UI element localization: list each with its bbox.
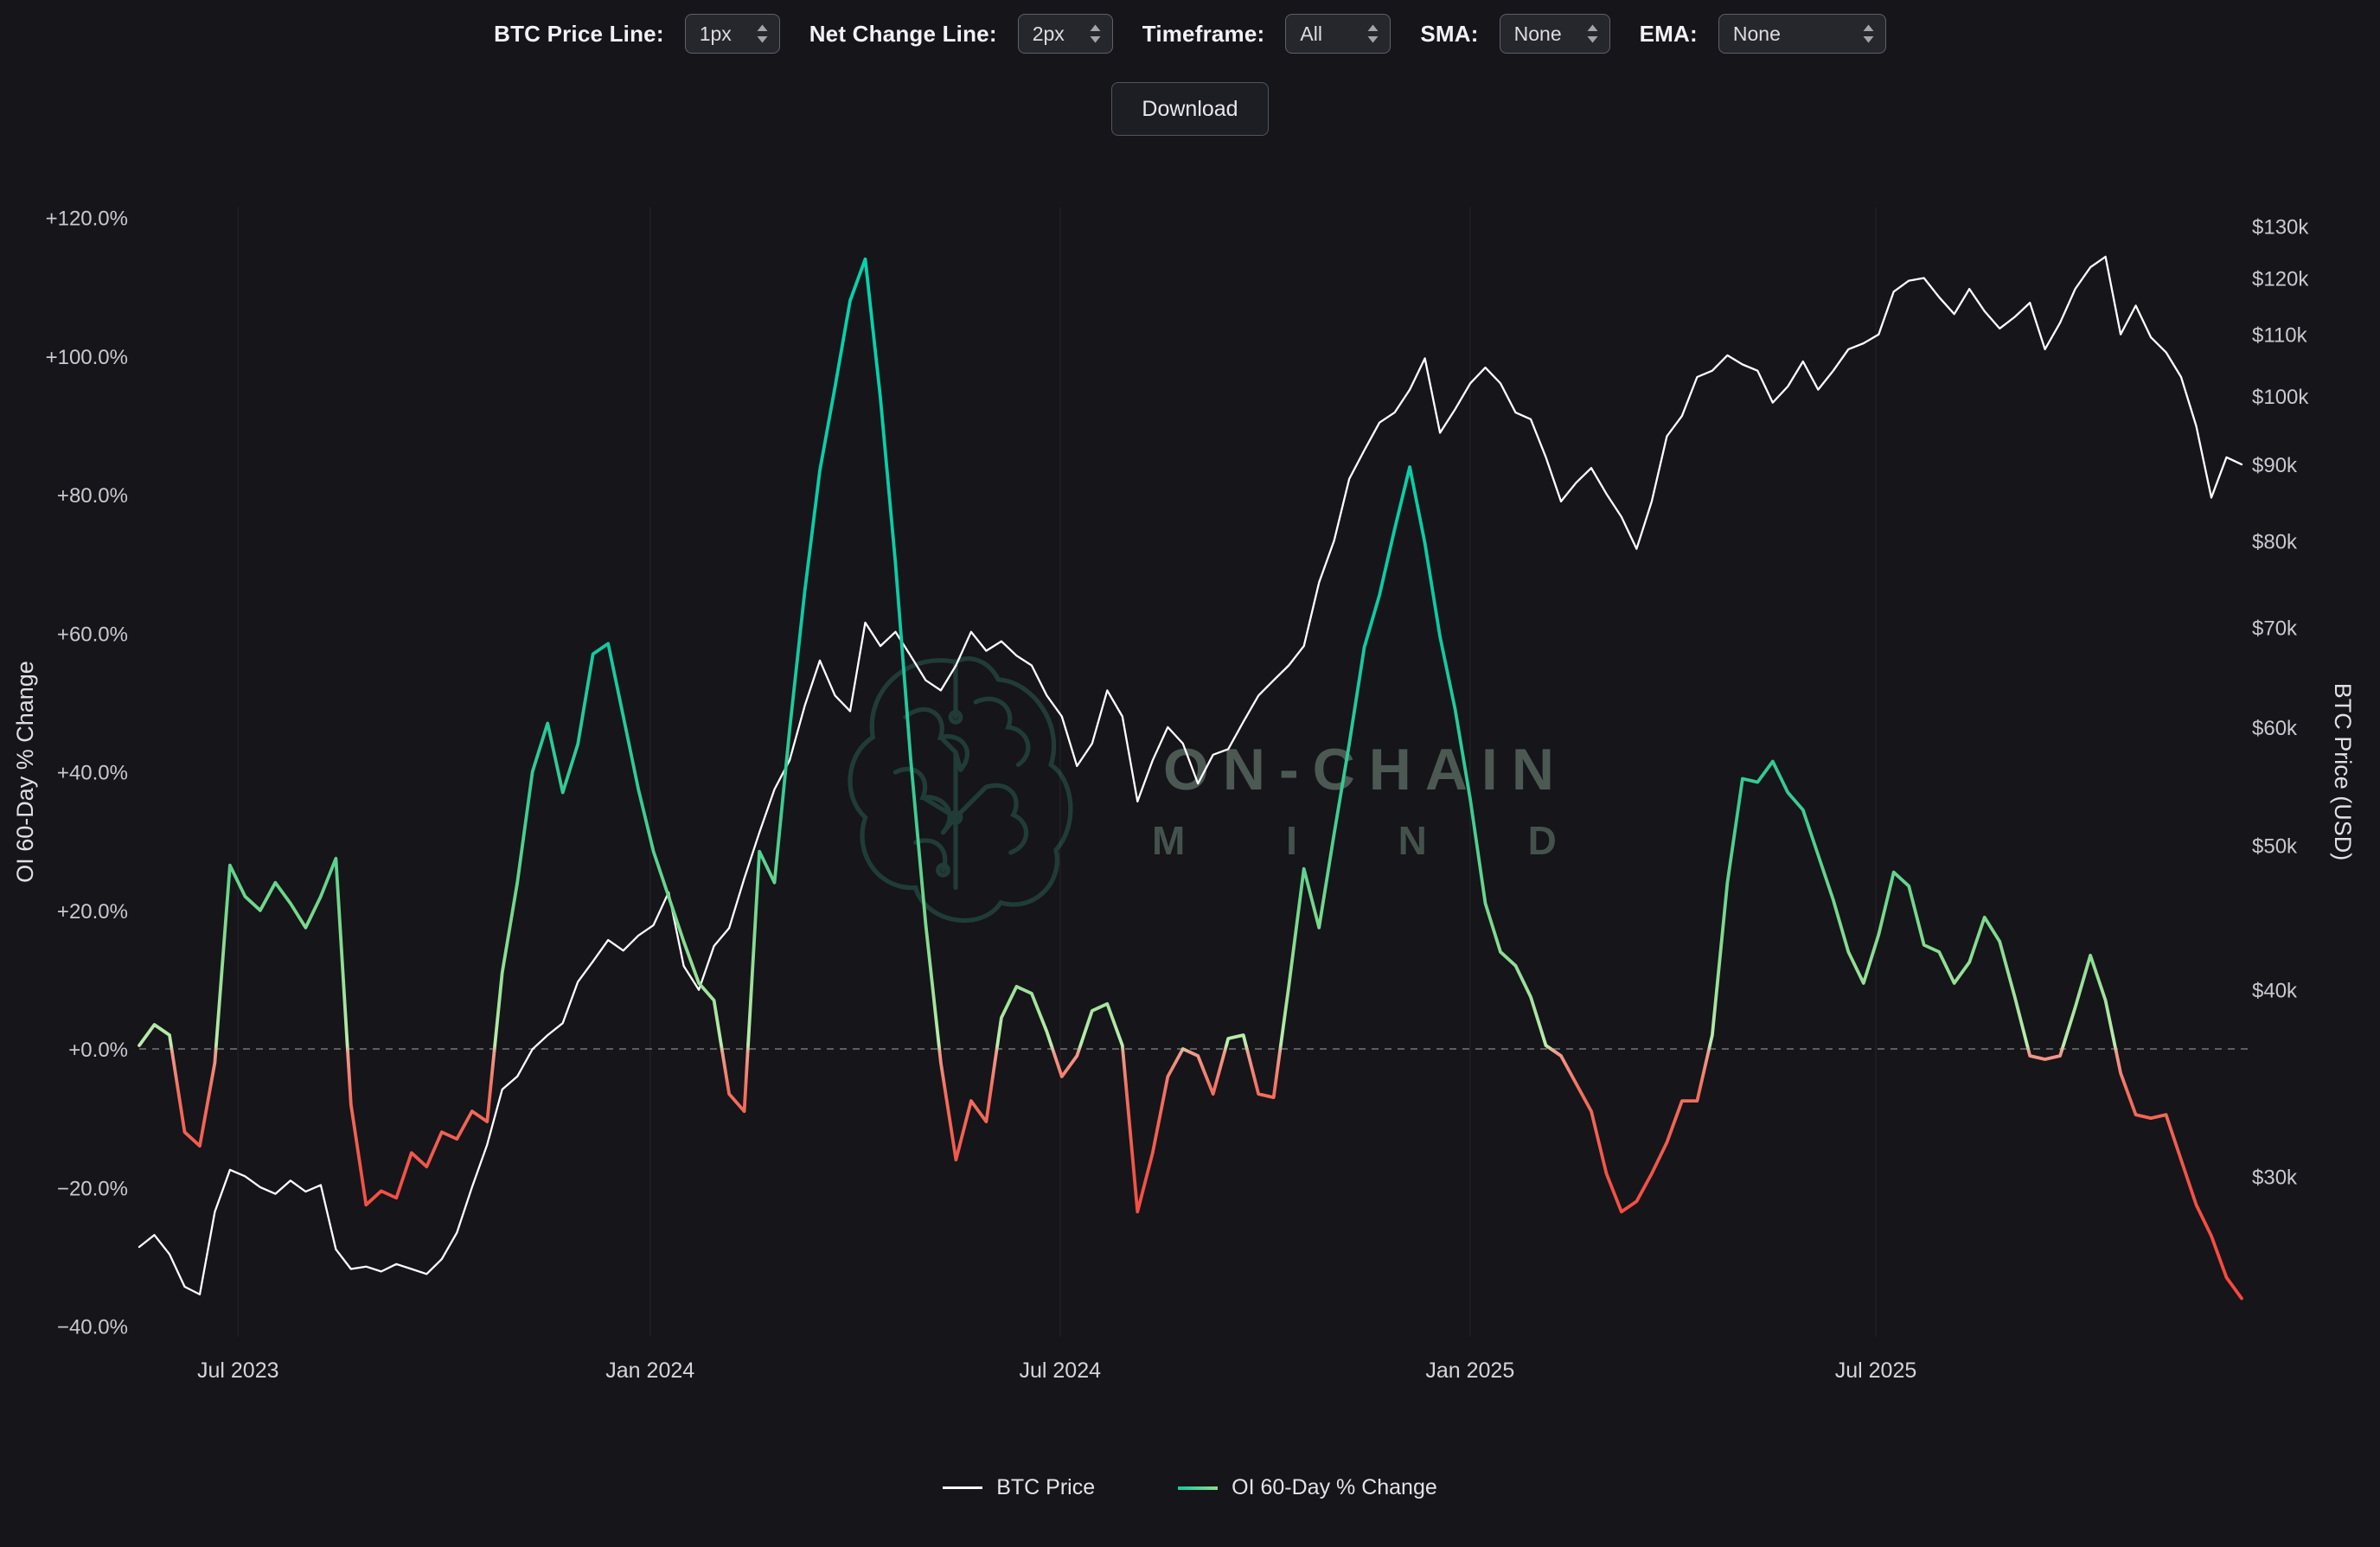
right-axis-tick: $100k xyxy=(2252,386,2309,409)
select-chevrons-icon xyxy=(1862,23,1875,44)
right-axis-tick: $80k xyxy=(2252,530,2298,553)
right-axis-title: BTC Price (USD) xyxy=(2330,683,2356,861)
left-axis-tick: +80.0% xyxy=(57,484,128,508)
left-axis-tick: +20.0% xyxy=(57,900,128,924)
left-axis-tick: +100.0% xyxy=(46,346,128,369)
legend-item-btc-price[interactable]: BTC Price xyxy=(943,1475,1095,1500)
btc-price-line-label: BTC Price Line: xyxy=(494,20,664,47)
right-axis-tick: $90k xyxy=(2252,454,2298,477)
select-chevrons-icon xyxy=(1366,23,1379,44)
x-axis-tick: Jul 2024 xyxy=(1020,1358,1102,1383)
oi-change-line xyxy=(138,257,2243,1301)
select-chevrons-icon xyxy=(1586,23,1599,44)
net-change-line-value: 2px xyxy=(1032,22,1065,45)
control-ema: EMA: None xyxy=(1640,14,1886,54)
right-axis-tick: $30k xyxy=(2252,1166,2298,1189)
left-axis-tick: +60.0% xyxy=(57,623,128,646)
sma-label: SMA: xyxy=(1420,20,1479,47)
legend-item-oi-change[interactable]: OI 60-Day % Change xyxy=(1178,1475,1437,1500)
left-axis-tick: −20.0% xyxy=(57,1177,128,1200)
right-axis-tick: $70k xyxy=(2252,617,2298,640)
x-axis-tick: Jul 2023 xyxy=(197,1358,279,1383)
timeframe-label: Timeframe: xyxy=(1142,20,1265,47)
btc-price-line-value: 1px xyxy=(699,22,732,45)
x-axis-tick: Jan 2024 xyxy=(605,1358,694,1383)
left-axis-tick: +40.0% xyxy=(57,762,128,785)
btc-price-line-select[interactable]: 1px xyxy=(684,14,780,54)
chart-controls-toolbar: BTC Price Line: 1px Net Change Line: 2px… xyxy=(0,14,2380,54)
legend-label-oi: OI 60-Day % Change xyxy=(1232,1475,1437,1499)
net-change-line-label: Net Change Line: xyxy=(809,20,997,47)
x-axis-tick: Jul 2025 xyxy=(1835,1358,1917,1383)
right-axis-tick: $120k xyxy=(2252,267,2309,291)
sma-value: None xyxy=(1513,22,1562,45)
right-axis-tick: $130k xyxy=(2252,216,2309,240)
net-change-line-select[interactable]: 2px xyxy=(1017,14,1113,54)
select-chevrons-icon xyxy=(756,23,769,44)
control-net-change-line: Net Change Line: 2px xyxy=(809,14,1113,54)
btc-line-swatch xyxy=(943,1486,983,1489)
ema-value: None xyxy=(1732,22,1781,45)
right-axis-tick: $60k xyxy=(2252,717,2298,740)
control-btc-price-line: BTC Price Line: 1px xyxy=(494,14,780,54)
ema-label: EMA: xyxy=(1639,20,1698,47)
legend-label-btc: BTC Price xyxy=(996,1475,1096,1499)
right-axis-tick: $40k xyxy=(2252,980,2298,1003)
left-axis-tick: −40.0% xyxy=(57,1316,128,1339)
download-button[interactable]: Download xyxy=(1111,82,1269,136)
oi-line-swatch xyxy=(1178,1486,1219,1490)
right-axis-tick: $110k xyxy=(2252,324,2308,348)
left-axis-tick: +120.0% xyxy=(46,208,128,231)
timeframe-value: All xyxy=(1300,22,1322,45)
control-timeframe: Timeframe: All xyxy=(1142,14,1392,54)
x-axis-tick: Jan 2025 xyxy=(1425,1358,1514,1383)
chart-legend: BTC Price OI 60-Day % Change xyxy=(0,1475,2380,1500)
select-chevrons-icon xyxy=(1089,23,1102,44)
control-sma: SMA: None xyxy=(1420,14,1610,54)
right-axis-tick: $50k xyxy=(2252,835,2298,859)
sma-select[interactable]: None xyxy=(1499,14,1610,54)
left-axis-tick: +0.0% xyxy=(68,1039,128,1062)
download-row: Download xyxy=(0,82,2380,136)
left-axis-title: OI 60-Day % Change xyxy=(12,661,38,883)
btc-price-line xyxy=(138,255,2243,1296)
ema-select[interactable]: None xyxy=(1718,14,1886,54)
timeframe-select[interactable]: All xyxy=(1285,14,1392,54)
